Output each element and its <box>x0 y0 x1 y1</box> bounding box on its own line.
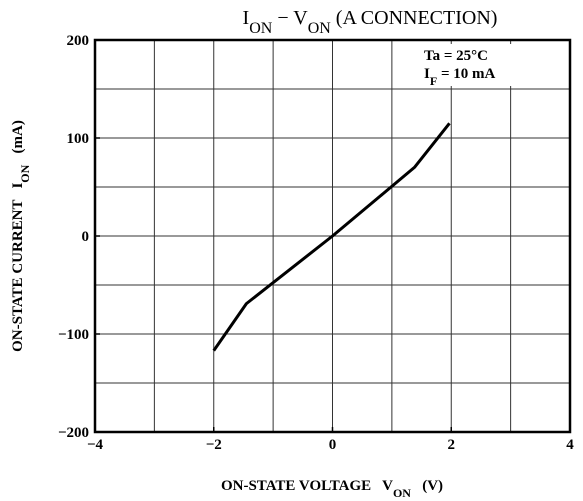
chart-title: ION − VON (A CONNECTION) <box>243 7 498 37</box>
xlabel-part: ON-STATE VOLTAGE V <box>221 478 393 494</box>
annotation-part: I <box>424 66 430 82</box>
y-tick-label: −100 <box>58 327 89 343</box>
xlabel-sub: ON <box>393 486 411 500</box>
ylabel-part: ON-STATE CURRENT I <box>10 183 26 352</box>
annotation: IF = 10 mA <box>424 66 495 88</box>
x-tick-label: 4 <box>566 437 574 453</box>
title-part: I <box>243 7 250 29</box>
y-axis-label: ON-STATE CURRENT ION (mA) <box>10 120 32 352</box>
annotation-sub: F <box>430 74 437 88</box>
annotation: Ta = 25°C <box>424 48 488 64</box>
y-tick-label: 200 <box>67 33 90 49</box>
ylabel-part: (mA) <box>10 120 26 165</box>
x-tick-label: −2 <box>206 437 222 453</box>
annotation-part: = 10 mA <box>437 66 495 82</box>
title-sub: ON <box>249 20 273 37</box>
x-tick-label: 2 <box>448 437 456 453</box>
y-tick-label: −200 <box>58 425 89 441</box>
title-part: (A CONNECTION) <box>331 7 498 29</box>
data-line <box>212 122 451 352</box>
y-tick-label: 0 <box>82 229 90 245</box>
annotation-background <box>418 44 518 86</box>
x-tick-label: −4 <box>87 437 104 453</box>
title-sub: ON <box>308 20 332 37</box>
plot-area: −4 −2 0 2 4 −200 −100 0 100 200 Ta = 25°C IF = 10 m… <box>58 33 574 453</box>
ylabel-sub: ON <box>18 164 32 182</box>
title-part: − V <box>272 7 308 29</box>
xlabel-part: (V) <box>411 478 443 494</box>
plot-frame <box>93 38 572 434</box>
y-tick-label: 100 <box>67 131 90 147</box>
x-tick-label: 0 <box>329 437 337 453</box>
x-axis-label: ON-STATE VOLTAGE VON (V) <box>221 478 443 500</box>
